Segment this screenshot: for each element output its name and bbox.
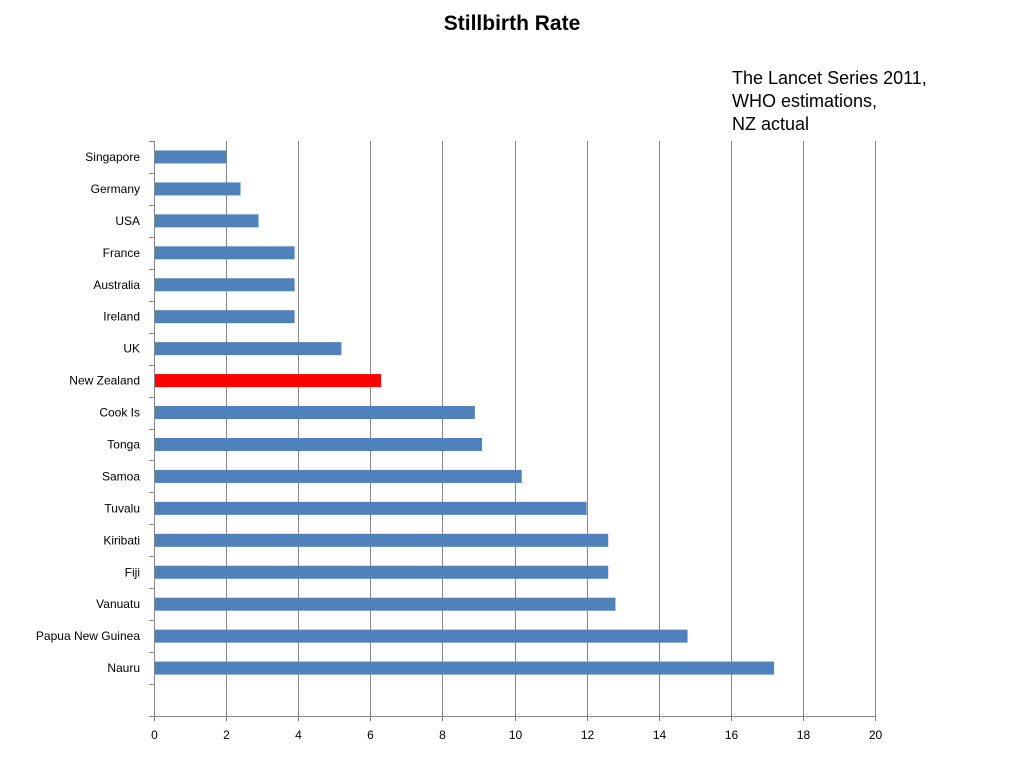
x-tick-label: 14 (653, 728, 667, 742)
annotation-line: The Lancet Series 2011, (732, 68, 927, 88)
bar-kiribati (154, 533, 609, 547)
annotation-line: WHO estimations, (732, 91, 878, 111)
bars (154, 150, 775, 675)
bar-uk (154, 342, 342, 356)
category-label: Nauru (107, 661, 140, 675)
bar-fiji (154, 565, 609, 579)
bar-samoa (154, 469, 522, 483)
category-label: Papua New Guinea (36, 629, 140, 643)
category-label: Vanuatu (96, 597, 140, 611)
x-tick-label: 0 (151, 728, 158, 742)
category-label: Samoa (102, 469, 140, 483)
bar-cook-is (154, 406, 475, 420)
bar-usa (154, 214, 259, 228)
x-tick-labels: 0 2 4 6 8 10 12 14 16 18 20 (151, 728, 882, 742)
bar-ireland (154, 310, 295, 324)
category-label: USA (115, 214, 140, 228)
source-annotation: The Lancet Series 2011, WHO estimations,… (732, 67, 927, 136)
x-tick-label: 12 (581, 728, 595, 742)
category-labels: Singapore Germany USA France Australia Irelan… (36, 150, 140, 675)
x-tick-label: 16 (725, 728, 739, 742)
bar-papua-new-guinea (154, 629, 688, 643)
category-label: UK (123, 342, 140, 356)
bar-australia (154, 278, 295, 292)
gridlines (226, 141, 876, 716)
x-tick-label: 4 (295, 728, 302, 742)
annotation-line: NZ actual (732, 114, 810, 134)
category-label: Kiribati (103, 533, 140, 547)
category-label: Fiji (125, 565, 140, 579)
bar-new-zealand (154, 374, 382, 388)
category-label: Tuvalu (104, 501, 140, 515)
chart-title: Stillbirth Rate (443, 12, 581, 35)
x-tick-label: 8 (439, 728, 446, 742)
x-tick-label: 10 (509, 728, 523, 742)
x-tick-label: 18 (797, 728, 811, 742)
x-tick-label: 20 (869, 728, 883, 742)
category-label: France (103, 246, 141, 260)
category-label: Ireland (103, 310, 140, 324)
category-label: Tonga (107, 437, 140, 451)
bar-tonga (154, 437, 483, 451)
bar-singapore (154, 150, 227, 164)
bar-tuvalu (154, 501, 587, 515)
bar-nauru (154, 661, 775, 675)
category-label: New Zealand (69, 374, 140, 388)
category-label: Singapore (85, 150, 140, 164)
category-label: Australia (93, 278, 140, 292)
axes (149, 141, 876, 721)
category-label: Germany (91, 182, 140, 196)
category-label: Cook Is (99, 406, 140, 420)
bar-france (154, 246, 295, 260)
x-tick-label: 6 (367, 728, 374, 742)
bar-germany (154, 182, 241, 196)
bar-vanuatu (154, 597, 616, 611)
x-tick-label: 2 (223, 728, 230, 742)
